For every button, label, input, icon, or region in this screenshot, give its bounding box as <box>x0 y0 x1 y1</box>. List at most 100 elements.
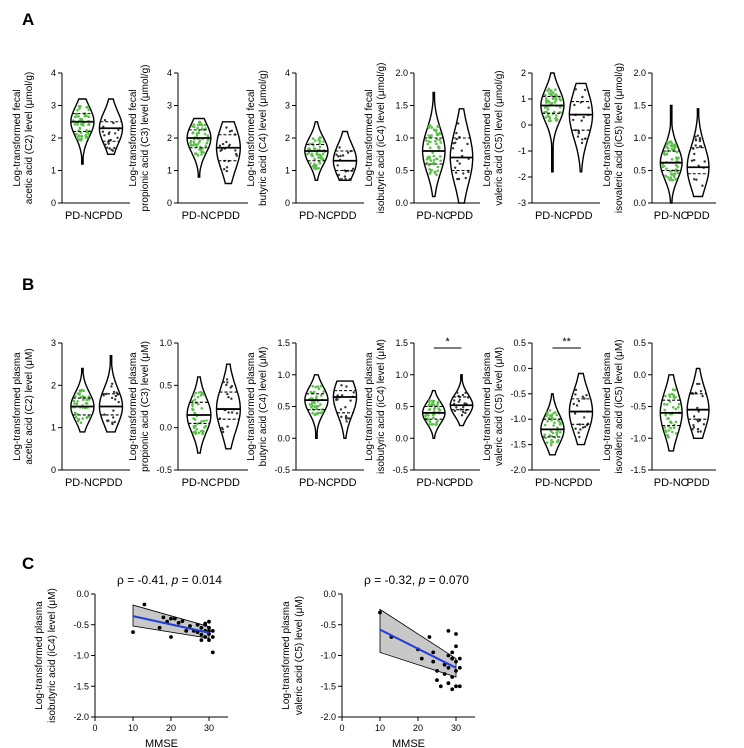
data-point <box>439 159 442 163</box>
data-point <box>670 421 673 425</box>
data-point <box>554 88 557 91</box>
data-point <box>84 134 88 138</box>
data-point <box>311 137 315 140</box>
data-point <box>694 144 697 147</box>
data-point <box>311 411 314 415</box>
data-point <box>431 402 434 405</box>
data-point <box>457 177 461 181</box>
y-tick-label: 0 <box>51 198 56 208</box>
data-point <box>313 147 317 151</box>
y-axis-label: Log-transformed fecal <box>364 89 375 186</box>
data-point <box>378 610 382 615</box>
data-point <box>169 616 173 621</box>
data-point <box>442 672 447 676</box>
data-point <box>205 419 208 422</box>
violin-pdd <box>215 363 242 450</box>
data-point <box>192 394 196 397</box>
regression-line <box>379 628 457 669</box>
data-point <box>225 140 228 144</box>
data-point <box>672 147 676 150</box>
data-point <box>581 395 584 398</box>
data-point <box>670 158 674 161</box>
data-point <box>454 644 458 649</box>
data-point <box>194 152 198 155</box>
data-point <box>428 420 431 423</box>
violin-pdd <box>686 108 710 198</box>
data-point <box>432 416 435 420</box>
violin-pd-nc <box>70 367 95 433</box>
data-point <box>435 142 438 146</box>
y-axis-label: Log-transformed fecal <box>246 89 257 186</box>
data-point <box>196 123 200 127</box>
data-point <box>582 116 585 119</box>
data-point <box>453 409 457 413</box>
data-point <box>191 404 194 408</box>
data-point <box>427 404 431 408</box>
data-point <box>675 150 679 154</box>
data-point <box>435 669 439 673</box>
y-tick-label: 0.5 <box>633 338 646 348</box>
data-point <box>82 398 85 402</box>
data-point <box>198 121 202 124</box>
data-point <box>572 402 575 406</box>
category-label: PDD <box>99 477 122 489</box>
data-point <box>318 162 322 165</box>
data-point <box>669 426 672 430</box>
y-tick-label: 3 <box>51 101 56 111</box>
data-point <box>87 108 90 112</box>
data-point <box>432 158 436 162</box>
data-point <box>223 168 226 171</box>
data-point <box>551 97 555 101</box>
category-label: PDD <box>450 210 473 222</box>
data-point <box>669 176 673 179</box>
data-point <box>548 117 552 120</box>
data-point <box>112 416 115 419</box>
y-tick-label: 1.5 <box>633 101 646 111</box>
data-point <box>572 118 575 122</box>
data-point <box>207 138 210 142</box>
data-point <box>464 176 467 180</box>
data-point <box>117 400 120 404</box>
data-point <box>664 429 667 432</box>
data-point <box>550 438 553 442</box>
violin-pdd <box>215 121 242 185</box>
data-point <box>549 89 552 93</box>
data-point <box>460 149 463 152</box>
data-point <box>677 402 681 406</box>
data-point <box>671 430 674 434</box>
data-point <box>225 166 229 169</box>
category-label: PD-NC <box>416 210 451 222</box>
y-tick-label: -1.5 <box>630 465 646 475</box>
data-point <box>577 399 581 403</box>
data-point <box>337 173 340 177</box>
violin-pdd <box>686 367 710 439</box>
data-point <box>82 389 85 393</box>
data-point <box>666 433 669 437</box>
data-point <box>78 138 81 141</box>
data-point <box>429 159 433 162</box>
data-point <box>450 656 455 661</box>
data-point <box>335 153 338 156</box>
data-point <box>75 133 78 136</box>
data-point <box>78 127 82 131</box>
data-point <box>317 167 321 170</box>
y-tick-label: -1.5 <box>73 681 89 691</box>
y-tick-label: 0.0 <box>277 433 290 443</box>
data-point <box>104 143 107 146</box>
y-tick-label: -1.0 <box>73 651 89 661</box>
data-point <box>436 145 440 149</box>
data-point <box>345 416 348 420</box>
data-point <box>192 140 196 144</box>
data-point <box>701 394 704 398</box>
data-point <box>428 423 431 426</box>
data-point <box>203 132 207 136</box>
category-label: PDD <box>686 210 709 222</box>
data-point <box>343 169 346 172</box>
data-point <box>584 137 587 140</box>
y-tick-label: 2 <box>167 133 172 143</box>
y-tick-label: 2 <box>51 133 56 143</box>
data-point <box>340 394 344 397</box>
violin-pd-nc <box>421 389 446 439</box>
y-tick-label: 0 <box>167 198 172 208</box>
data-point <box>702 423 706 426</box>
